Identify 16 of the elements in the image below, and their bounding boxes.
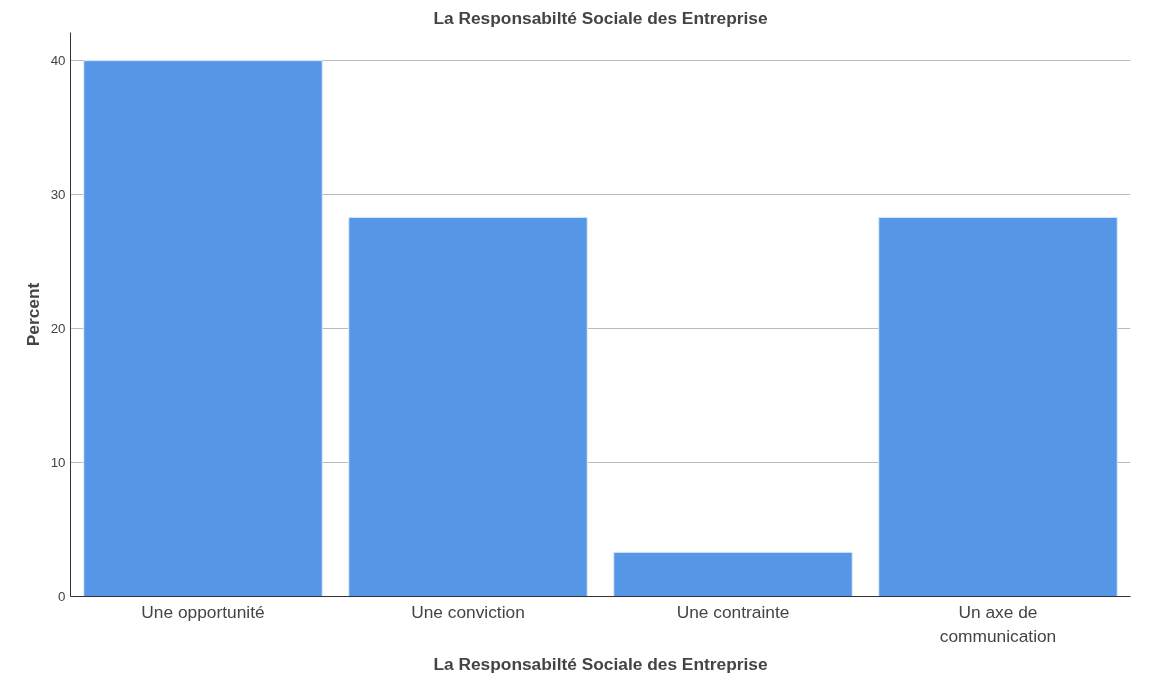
x-tick-label: Un axe de communication <box>939 601 1057 646</box>
chart-title: La Responsabilté Sociale des Entreprise <box>433 7 768 28</box>
x-tick-label: Une conviction <box>411 601 525 622</box>
bar <box>878 216 1118 597</box>
y-tick-label: 10 <box>50 455 66 471</box>
x-tick-label: Une opportunité <box>141 601 265 622</box>
y-axis-title: Percent <box>22 282 43 347</box>
x-tick-label: Une contrainte <box>676 601 790 622</box>
y-tick-label: 20 <box>50 321 66 337</box>
y-tick-label: 30 <box>50 187 66 203</box>
bar <box>613 551 853 597</box>
bar <box>83 60 323 597</box>
bar <box>348 216 588 597</box>
y-tick-label: 40 <box>50 53 66 69</box>
x-axis-title: La Responsabilté Sociale des Entreprise <box>433 653 768 674</box>
y-tick-label: 0 <box>58 589 66 604</box>
